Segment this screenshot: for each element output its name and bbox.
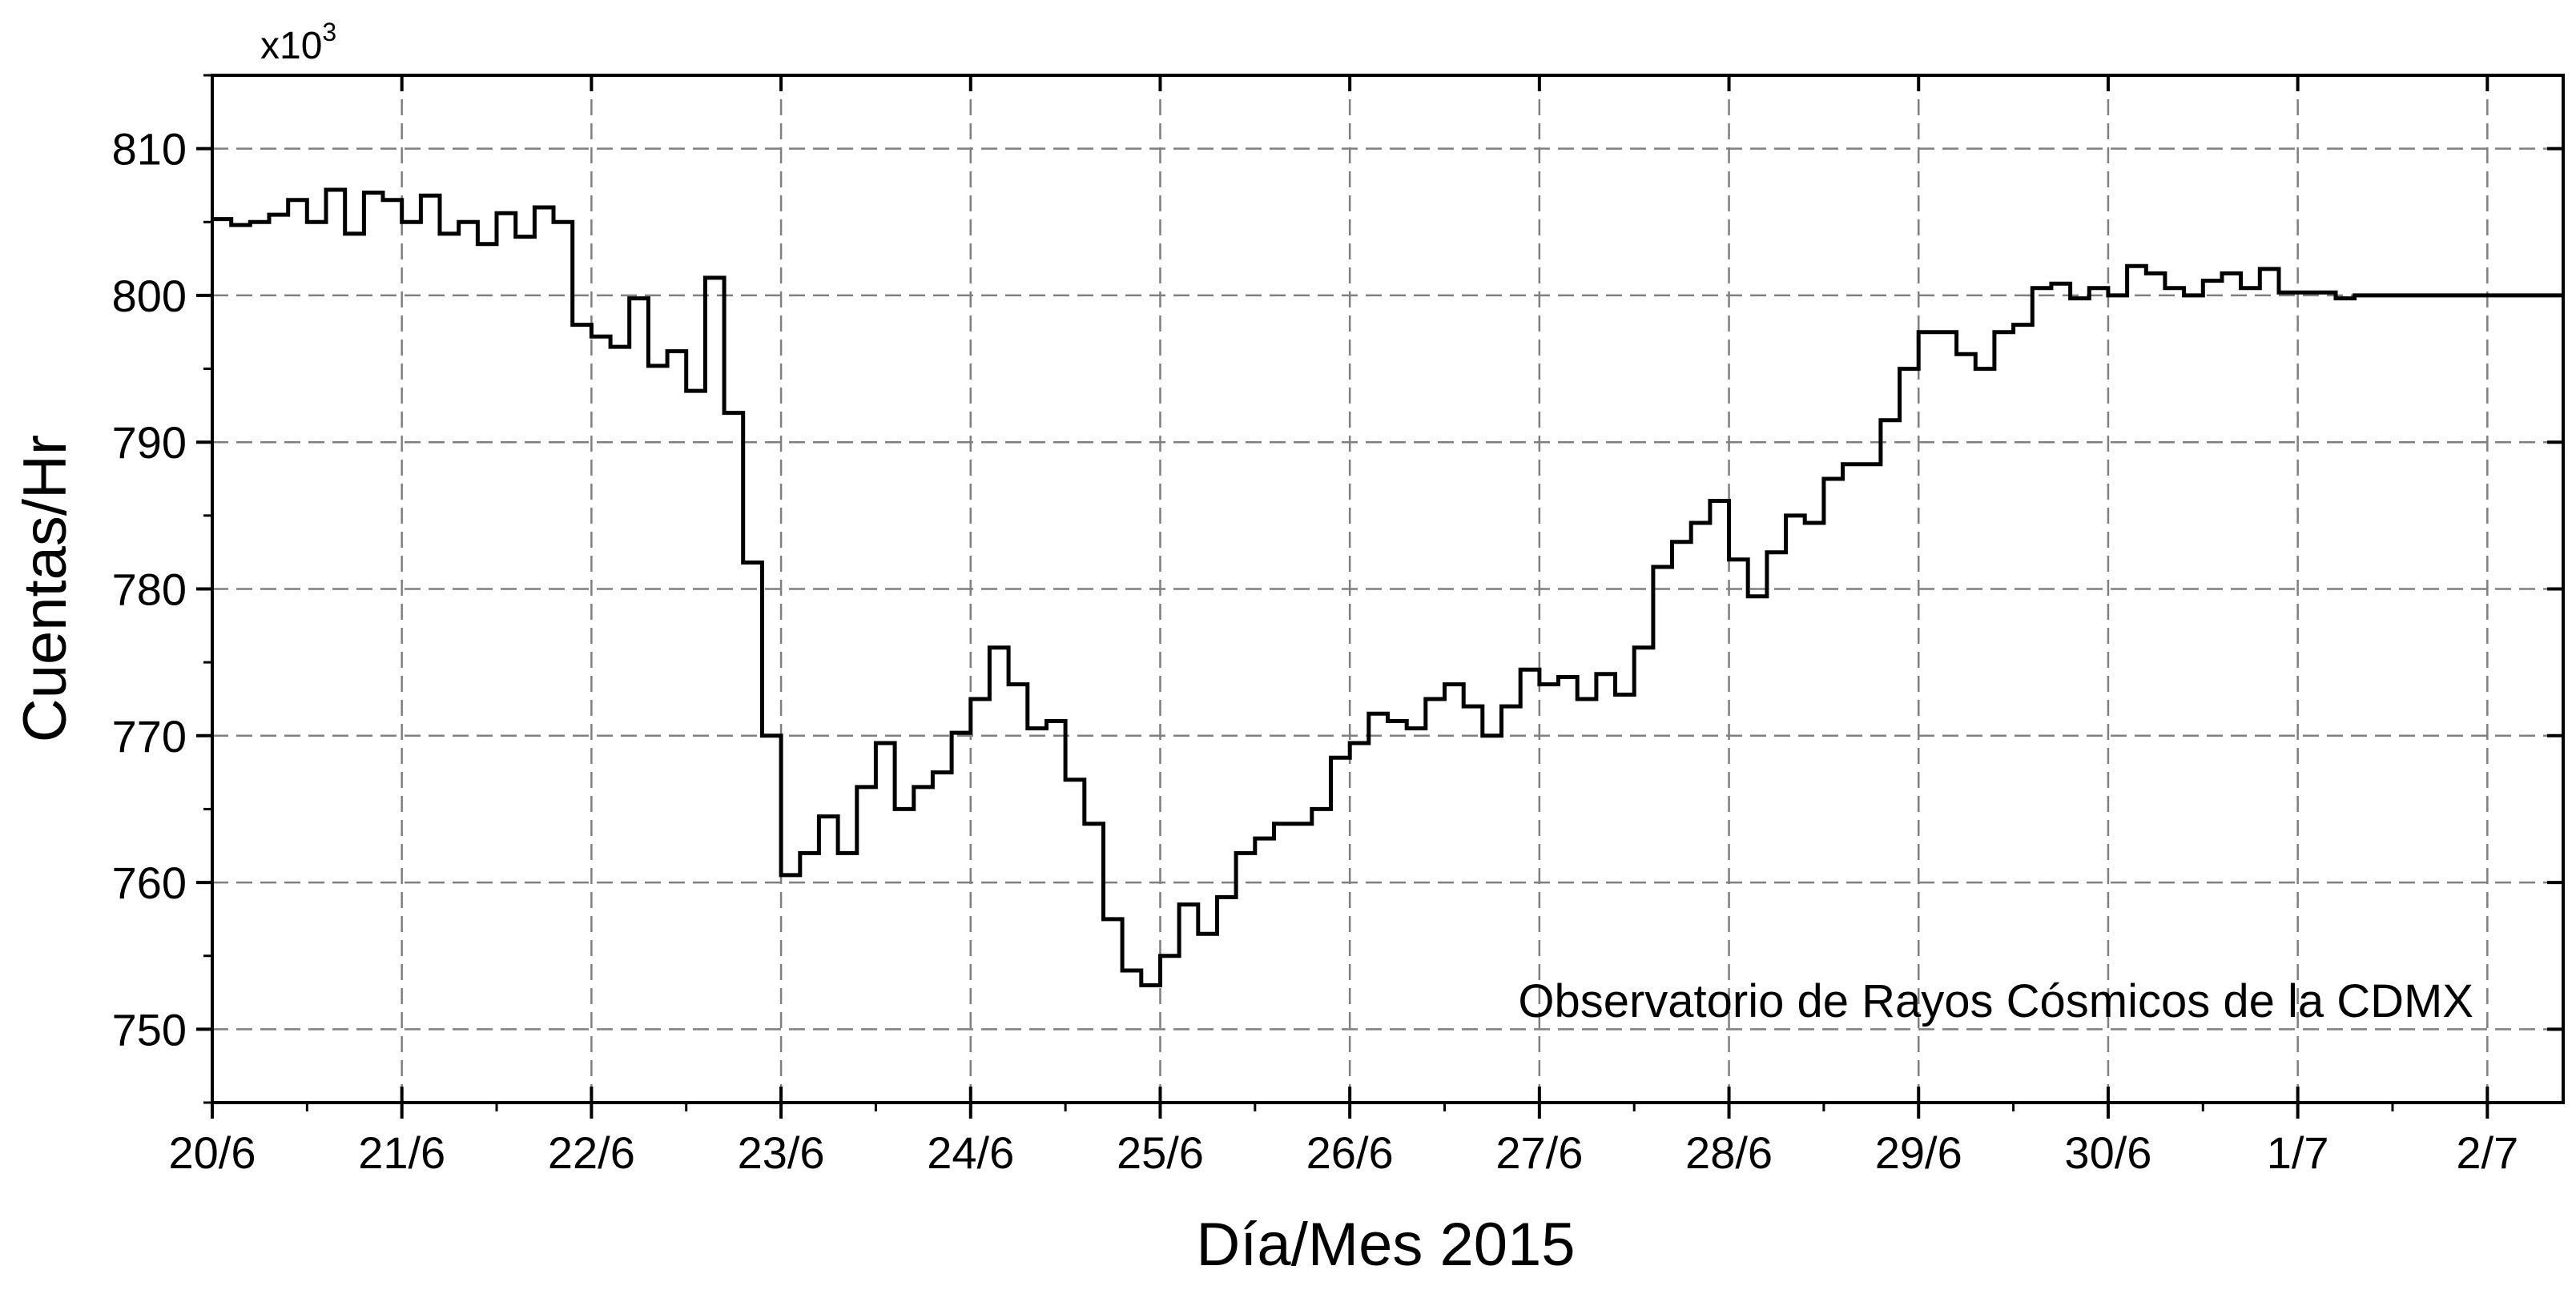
- x-tick-label: 22/6: [548, 1127, 635, 1178]
- x-tick-label: 25/6: [1117, 1127, 1204, 1178]
- y-tick-label: 770: [112, 711, 187, 761]
- x-tick-label: 20/6: [169, 1127, 256, 1178]
- series-layer: [212, 187, 2563, 987]
- x-tick-label: 23/6: [738, 1127, 825, 1178]
- y-multiplier-exponent: 3: [322, 18, 336, 46]
- series-step-line: [212, 187, 2563, 987]
- x-axis-label: Día/Mes 2015: [1196, 1211, 1575, 1279]
- annotation-text: Observatorio de Rayos Cósmicos de la CDM…: [1518, 975, 2473, 1027]
- y-tick-label: 800: [112, 271, 187, 321]
- x-tick-label: 28/6: [1685, 1127, 1773, 1178]
- x-tick-label: 30/6: [2064, 1127, 2151, 1178]
- tick-marks: [196, 74, 2563, 1119]
- x-tick-label: 24/6: [927, 1127, 1014, 1178]
- y-tick-label: 810: [112, 124, 187, 175]
- x-tick-label: 21/6: [358, 1127, 445, 1178]
- y-axis-label: Cuentas/Hr: [11, 435, 79, 742]
- x-tick-label: 27/6: [1495, 1127, 1583, 1178]
- x-tick-label: 1/7: [2267, 1127, 2329, 1178]
- y-tick-label: 790: [112, 417, 187, 468]
- grid-lines: [212, 75, 2563, 1103]
- y-tick-label: 760: [112, 858, 187, 908]
- tick-labels: 20/6 21/6 22/6 23/6 24/6 25/6 26/6 27/6 28/6 29/6…: [112, 124, 2519, 1178]
- y-tick-label: 750: [112, 1004, 187, 1055]
- x-tick-label: 2/7: [2456, 1127, 2518, 1178]
- y-multiplier-base: x10: [260, 25, 322, 67]
- y-multiplier: x103: [260, 18, 336, 67]
- x-tick-label: 26/6: [1306, 1127, 1394, 1178]
- x-tick-label: 29/6: [1875, 1127, 1962, 1178]
- y-tick-label: 780: [112, 565, 187, 615]
